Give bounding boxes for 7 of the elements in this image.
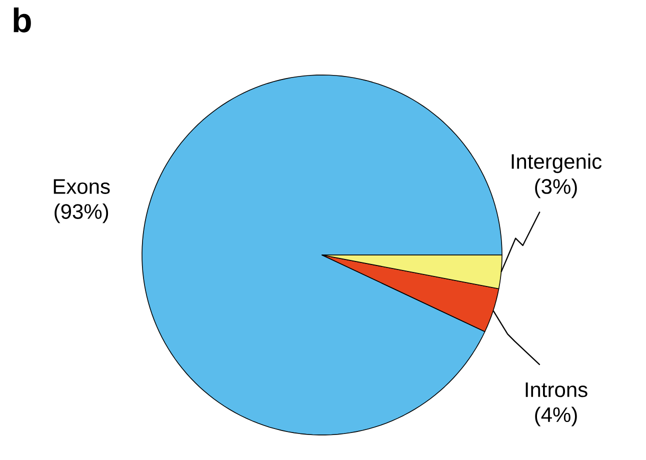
data-label: (4%) — [535, 406, 577, 426]
data-label: (93%) — [54, 204, 108, 224]
slice-label: Introns — [526, 382, 588, 398]
chart-title: b — [14, 8, 31, 32]
data-label: (3%) — [535, 178, 577, 198]
slice-label: Exons — [54, 179, 110, 194]
slice-label: Intergenic — [512, 154, 602, 174]
